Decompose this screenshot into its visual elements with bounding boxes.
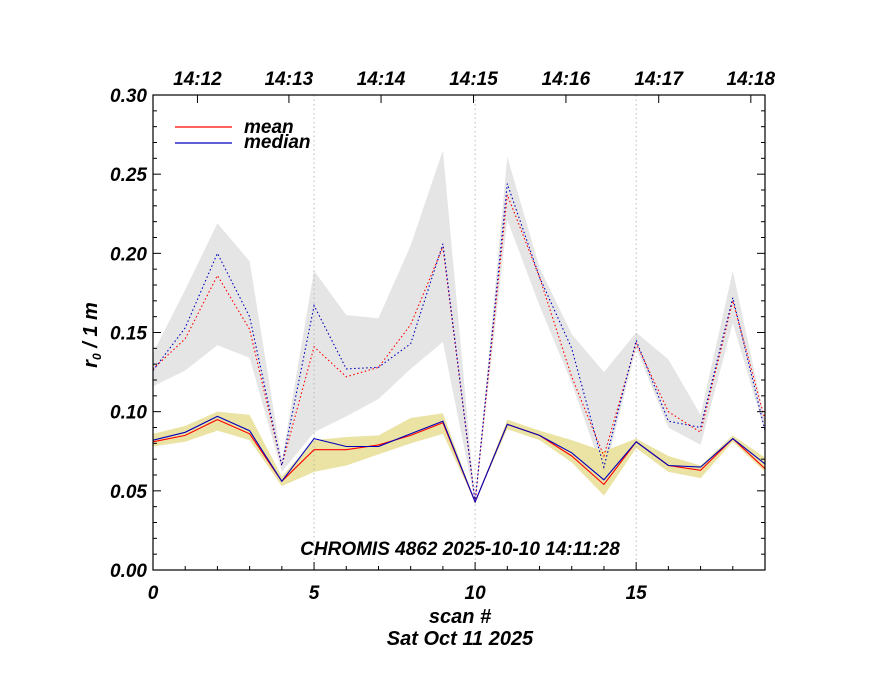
x-tick-label: 10 [465, 583, 487, 604]
median-line [152, 415, 766, 504]
y-axis-label-unit: / 1 m [80, 302, 102, 353]
spread-bands [153, 150, 765, 502]
top-time-label: 14:15 [449, 69, 498, 90]
legend-mean-label: mean [244, 117, 294, 138]
top-time-label: 14:18 [727, 69, 776, 90]
x-axis-label: scan # [429, 606, 492, 628]
legend: mean median [175, 117, 311, 153]
top-time-label: 14:17 [634, 69, 684, 90]
tick-labels: 0 5 10 15 0.00 0.05 0.10 0.15 0.20 0.25 0.30 14:12 1… [110, 69, 776, 604]
x-tick-label: 5 [309, 583, 320, 604]
y-tick-label: 0.20 [110, 244, 147, 265]
x-tick-label: 0 [148, 583, 159, 604]
data-series [152, 183, 766, 504]
legend-median-label: median [244, 132, 311, 153]
y-tick-label: 0.30 [110, 86, 147, 107]
y-tick-label: 0.25 [110, 165, 147, 186]
y-axis-label-subscript: 0 [90, 353, 104, 360]
median-upper-line [152, 183, 766, 502]
band-lower-spread [153, 411, 765, 502]
x-axis-date: Sat Oct 11 2025 [387, 628, 534, 650]
top-time-label: 14:14 [357, 69, 406, 90]
chart-annotation: CHROMIS 4862 2025-10-10 14:11:28 [300, 539, 620, 560]
x-tick-label: 15 [626, 583, 648, 604]
band-upper-spread [153, 150, 765, 502]
top-time-label: 14:12 [173, 69, 222, 90]
y-tick-label: 0.10 [110, 403, 147, 424]
y-tick-label: 0.05 [110, 482, 147, 503]
top-time-label: 14:16 [542, 69, 591, 90]
y-tick-label: 0.15 [110, 324, 147, 345]
top-time-label: 14:13 [265, 69, 314, 90]
y-tick-label: 0.00 [110, 561, 147, 582]
y-axis-label: r0 / 1 m [80, 302, 104, 368]
axis-ticks [152, 94, 766, 571]
